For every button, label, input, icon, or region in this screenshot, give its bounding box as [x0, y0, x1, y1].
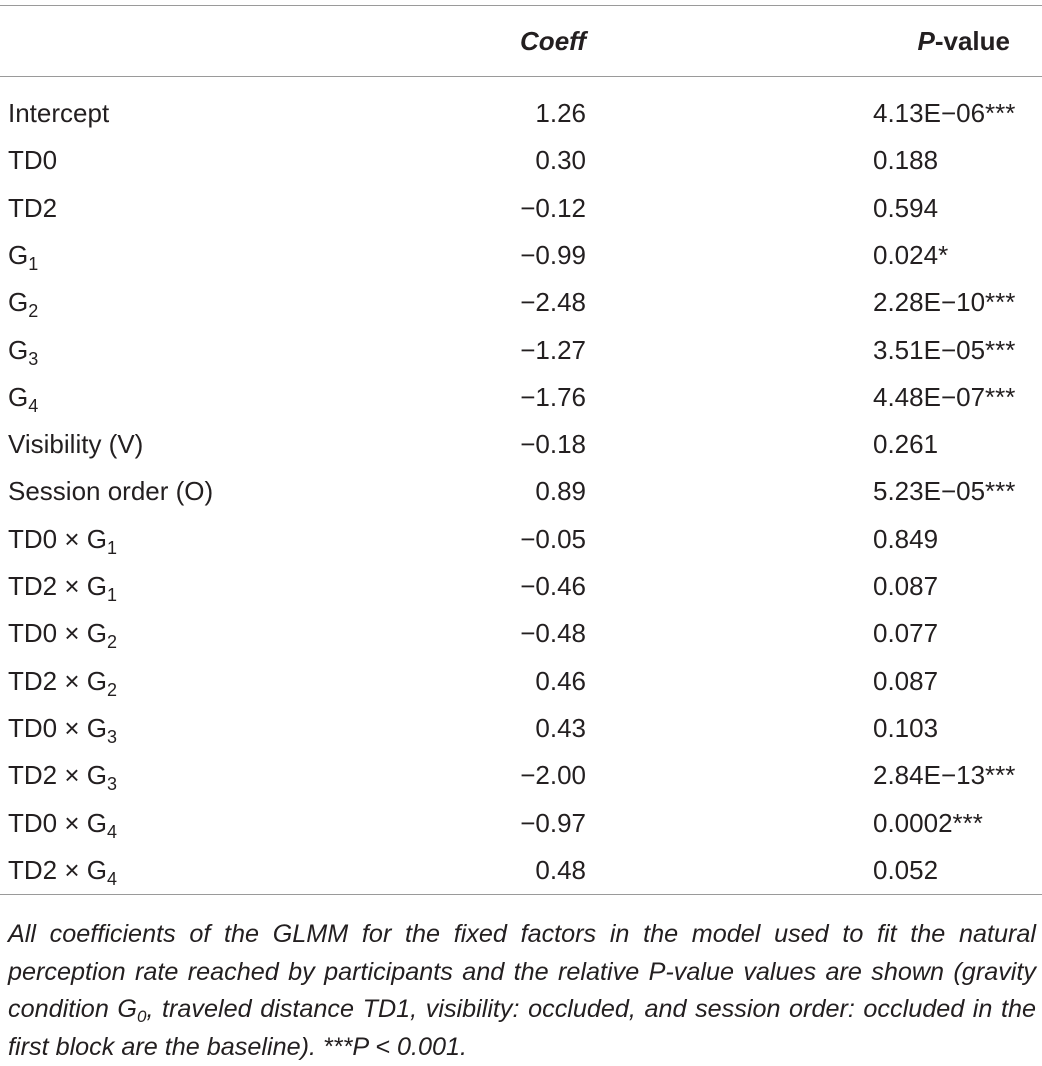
row-label-text: TD0 × G: [8, 712, 107, 743]
row-label: Intercept: [8, 98, 109, 128]
row-label-text: G: [8, 287, 29, 318]
row-label-text: Visibility (V): [8, 429, 144, 460]
pvalue-cell: 0.0002***: [873, 807, 983, 838]
coeff-cell: −2.00: [520, 760, 586, 791]
pvalue-cell: 0.261: [873, 429, 939, 460]
row-label: TD2 × G2: [8, 665, 117, 699]
row-label-subscript: 1: [106, 585, 117, 605]
pvalue-cell: 2.28E−10***: [873, 287, 1016, 318]
row-label-subscript: 4: [106, 821, 117, 842]
pvalue-cell: 0.052: [873, 854, 939, 885]
row-label: TD0: [8, 145, 57, 175]
footnote: All coefficients of the GLMM for the fix…: [8, 916, 1036, 1066]
coeff-cell: −0.99: [520, 239, 586, 270]
coeff-cell: 0.48: [535, 854, 586, 885]
row-label-subscript: 1: [28, 253, 39, 274]
row-label: G3: [8, 334, 38, 368]
coeff-cell: 0.43: [535, 712, 586, 743]
coeff-cell: −1.76: [520, 381, 586, 412]
row-label-text: Session order (O): [8, 476, 214, 507]
row-label-subscript: 4: [28, 395, 39, 416]
pvalue-cell: 4.13E−06***: [873, 98, 1016, 128]
row-label-subscript: 3: [28, 348, 39, 369]
pvalue-cell: 0.594: [873, 192, 939, 223]
row-label-text: TD0: [8, 145, 58, 176]
footnote-text: , traveled distance TD1, visibility: occ…: [8, 995, 1036, 1061]
row-label: TD0 × G4: [8, 807, 117, 841]
row-label: G4: [8, 381, 38, 415]
coeff-cell: −2.48: [520, 287, 586, 318]
row-label: TD0 × G1: [8, 523, 117, 557]
pvalue-cell: 0.849: [873, 523, 939, 554]
pvalue-cell: 0.103: [873, 712, 939, 743]
row-label-text: G: [8, 381, 29, 412]
row-label-subscript: 4: [106, 868, 117, 889]
row-label: TD0 × G2: [8, 618, 117, 651]
coeff-cell: −0.48: [520, 618, 586, 649]
pvalue-header-rest: -value: [934, 26, 1010, 56]
row-label-text: Intercept: [8, 98, 110, 128]
row-label-text: TD2 × G: [8, 665, 107, 696]
row-label: Session order (O): [8, 476, 213, 506]
row-label-subscript: 3: [106, 774, 117, 795]
row-label: TD2 × G4: [8, 854, 117, 888]
coeff-cell: −0.18: [520, 429, 586, 460]
row-label-subscript: 2: [106, 632, 117, 653]
pvalue-cell: 0.087: [873, 571, 939, 601]
pvalue-cell: 3.51E−05***: [873, 334, 1016, 365]
row-label-text: TD2: [8, 192, 58, 223]
row-label-text: G: [8, 334, 29, 365]
footnote-text: All coefficients of the GLMM for the fix…: [8, 920, 1036, 1024]
coeff-cell: −0.12: [520, 192, 586, 223]
row-label-text: TD0 × G: [8, 807, 107, 838]
row-label-text: TD2 × G: [8, 571, 107, 601]
coeff-cell: −0.97: [520, 807, 586, 838]
row-label-text: G: [8, 239, 29, 270]
coeff-cell: −1.27: [520, 334, 586, 365]
pvalue-cell: 0.077: [873, 618, 939, 649]
pvalue-cell: 2.84E−13***: [873, 760, 1016, 791]
row-label-subscript: 2: [28, 301, 39, 322]
coeff-header: Coeff: [520, 26, 586, 56]
row-label: Visibility (V): [8, 429, 143, 459]
pvalue-cell: 5.23E−05***: [873, 476, 1016, 507]
row-label-subscript: 1: [106, 537, 117, 558]
pvalue-cell: 0.024*: [873, 239, 949, 270]
pvalue-cell: 0.087: [873, 665, 939, 696]
pvalue-header-p: P: [917, 26, 935, 56]
coeff-cell: 0.30: [535, 145, 586, 176]
coeff-cell: 0.46: [535, 665, 586, 696]
coeff-cell: 0.89: [535, 476, 586, 507]
coeff-cell: −0.05: [520, 523, 586, 554]
bottom-rule: [0, 894, 1042, 895]
pvalue-cell: 0.188: [873, 145, 939, 176]
row-label: TD0 × G3: [8, 712, 117, 746]
pvalue-cell: 4.48E−07***: [873, 381, 1016, 412]
row-label: G2: [8, 287, 38, 320]
row-label: G1: [8, 239, 38, 273]
footnote-subscript: 0: [137, 1007, 147, 1027]
row-label-text: TD2 × G: [8, 854, 107, 885]
header-rule: [0, 76, 1042, 77]
row-label: TD2: [8, 193, 57, 223]
pvalue-header: P-value: [918, 26, 1011, 56]
row-label-subscript: 3: [106, 726, 117, 747]
row-label-subscript: 2: [106, 679, 117, 700]
row-label-text: TD0 × G: [8, 618, 107, 649]
row-label: TD2 × G3: [8, 760, 117, 793]
row-label-text: TD2 × G: [8, 760, 107, 791]
row-label: TD2 × G1: [8, 571, 117, 604]
coeff-cell: −0.46: [520, 571, 586, 601]
top-rule: [0, 5, 1042, 6]
coeff-cell: 1.26: [535, 98, 586, 128]
row-label-text: TD0 × G: [8, 523, 107, 554]
